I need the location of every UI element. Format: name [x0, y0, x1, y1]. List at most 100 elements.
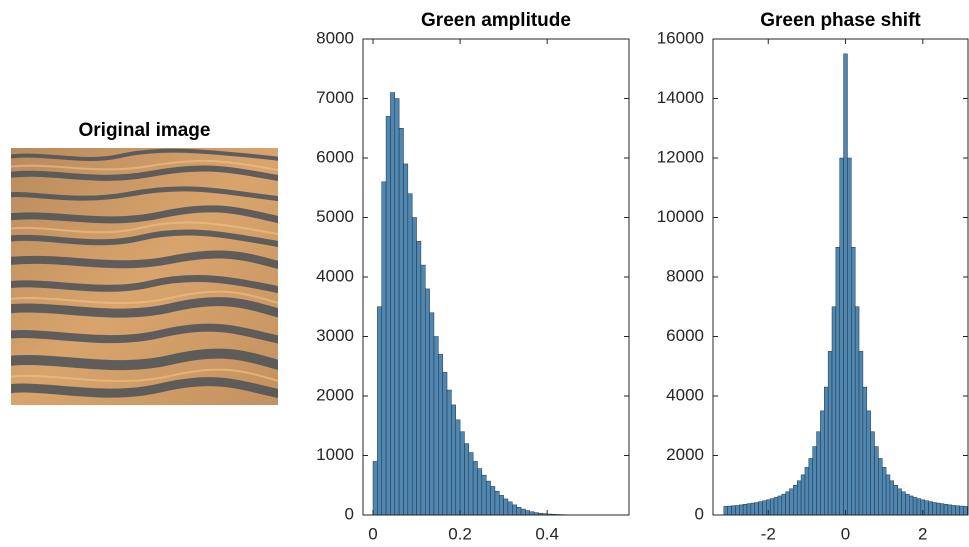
bar — [403, 163, 409, 516]
y-tick-label: 8000 — [666, 266, 704, 285]
y-tick-label: 7000 — [316, 88, 354, 107]
bar — [429, 312, 435, 516]
image-title: Original image — [79, 120, 211, 141]
bar — [472, 461, 478, 516]
bar — [885, 474, 891, 516]
chart-title: Green phase shift — [760, 10, 921, 31]
bar — [425, 288, 430, 516]
original-image — [11, 148, 278, 405]
bar — [804, 467, 810, 516]
bar — [878, 458, 883, 516]
bar — [796, 480, 802, 516]
bar — [516, 507, 522, 516]
y-tick-label: 2000 — [666, 445, 704, 464]
bar — [507, 501, 513, 516]
bar — [777, 495, 783, 516]
bar — [820, 410, 825, 516]
bar — [499, 495, 504, 516]
y-tick-label: 16000 — [657, 28, 704, 47]
bar — [477, 468, 483, 516]
bar — [800, 474, 806, 516]
bar — [411, 217, 417, 516]
bar — [912, 497, 918, 516]
bar — [881, 467, 887, 516]
bar — [866, 410, 871, 516]
bar — [955, 505, 960, 516]
y-tick-label: 8000 — [316, 28, 354, 47]
y-tick-label: 3000 — [316, 326, 354, 345]
y-tick-label: 1000 — [316, 445, 354, 464]
bar — [824, 386, 829, 516]
bar — [525, 510, 530, 516]
bar — [390, 92, 396, 516]
bar — [858, 351, 864, 516]
bar — [769, 498, 775, 516]
bar — [731, 505, 736, 516]
bar — [377, 306, 382, 516]
x-tick-label: 0 — [841, 524, 850, 543]
bar — [943, 504, 949, 516]
bar — [831, 306, 837, 516]
bar — [385, 116, 391, 516]
bar — [468, 452, 474, 516]
bar — [947, 504, 953, 516]
y-tick-label: 4000 — [666, 385, 704, 404]
bar — [438, 354, 443, 516]
bar — [862, 386, 868, 516]
x-tick-label: 2 — [918, 524, 927, 543]
y-tick-label: 5000 — [316, 207, 354, 226]
bar — [742, 504, 748, 516]
x-tick-label: 0.2 — [448, 524, 472, 543]
bar — [851, 247, 856, 516]
bar — [793, 485, 798, 516]
y-tick-label: 2000 — [316, 385, 354, 404]
bar — [773, 497, 779, 516]
bar — [963, 506, 968, 516]
bar — [433, 336, 439, 516]
y-tick-label: 0 — [695, 504, 704, 523]
bar — [754, 502, 759, 516]
x-tick-label: 0.4 — [535, 524, 559, 543]
bar — [928, 501, 933, 516]
bar — [459, 431, 465, 516]
bar — [909, 495, 914, 516]
bar — [762, 500, 767, 516]
bar — [372, 461, 378, 516]
bar — [816, 431, 821, 516]
bar — [735, 505, 740, 516]
bar — [827, 351, 833, 516]
bar — [808, 458, 813, 516]
bar — [416, 241, 422, 516]
bar — [494, 490, 500, 516]
x-tick-label: -2 — [761, 524, 776, 543]
bar — [407, 193, 413, 516]
bar — [924, 500, 929, 516]
bar — [739, 504, 744, 516]
y-tick-label: 14000 — [657, 88, 704, 107]
bar — [503, 498, 509, 516]
bar — [897, 488, 902, 516]
bar — [893, 485, 898, 516]
bar — [727, 505, 732, 516]
bar — [394, 98, 400, 516]
y-tick-label: 12000 — [657, 147, 704, 166]
bar — [750, 502, 755, 516]
bar — [785, 491, 790, 516]
bar — [936, 502, 941, 516]
bar — [464, 443, 470, 516]
y-tick-label: 6000 — [666, 326, 704, 345]
bar — [847, 157, 852, 516]
bar — [916, 498, 922, 516]
chart-title: Green amplitude — [421, 10, 571, 31]
bar — [490, 486, 496, 516]
bar — [789, 488, 794, 516]
bar — [520, 508, 526, 516]
bar — [812, 446, 817, 516]
bar — [901, 491, 906, 516]
bar — [420, 264, 426, 516]
bar — [874, 446, 879, 516]
bar — [381, 181, 387, 516]
y-tick-label: 6000 — [316, 147, 354, 166]
